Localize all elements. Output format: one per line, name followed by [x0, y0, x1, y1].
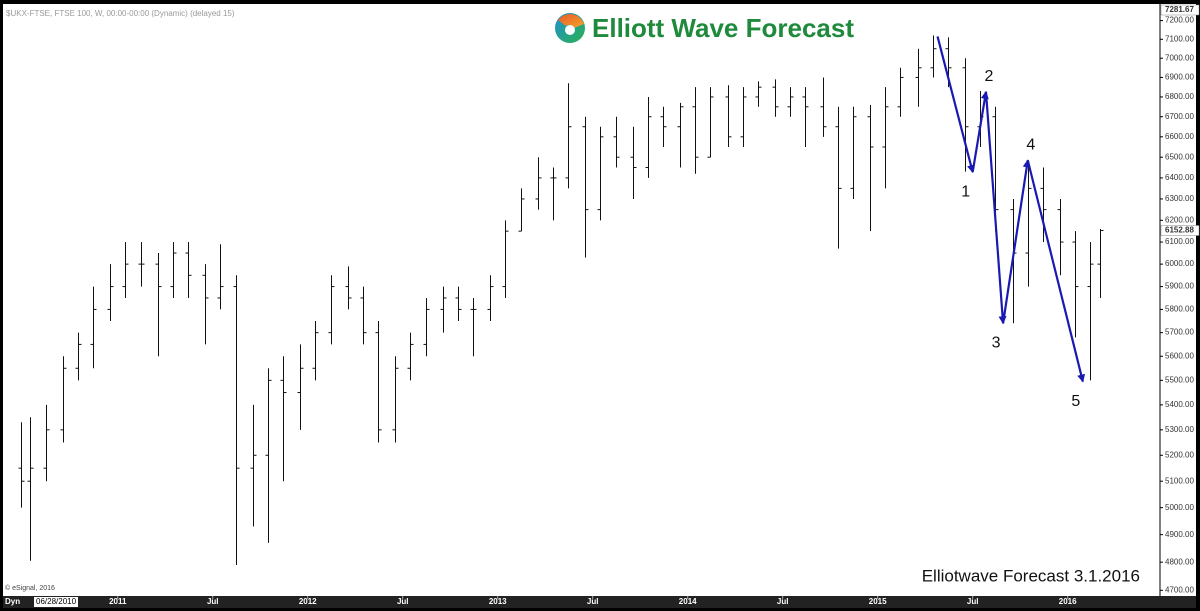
mode-label: Dyn	[5, 597, 20, 606]
y-tick-label: 6500.00	[1165, 152, 1194, 161]
y-tick-label: 5700.00	[1165, 328, 1194, 337]
y-tick-label: 6100.00	[1165, 237, 1194, 246]
copyright: © eSignal, 2016	[5, 584, 55, 592]
y-tick-label: 5500.00	[1165, 375, 1194, 384]
x-tick-label: Jul	[207, 597, 219, 606]
wave-leg	[1001, 159, 1031, 324]
chart-header: $UKX-FTSE, FTSE 100, W, 00:00-00:00 (Dyn…	[6, 9, 235, 18]
footer-note: Elliotwave Forecast 3.1.2016	[922, 566, 1140, 585]
y-tick-label: 5300.00	[1165, 425, 1194, 434]
wave-leg	[936, 36, 975, 174]
x-axis-strip	[3, 596, 1196, 608]
start-box	[34, 597, 78, 607]
wave-label: 1	[961, 183, 970, 200]
y-tick-label: 4900.00	[1165, 530, 1194, 539]
y-tick-label: 6200.00	[1165, 215, 1194, 224]
wave-leg	[984, 91, 1007, 325]
y-tick-label: 5400.00	[1165, 400, 1194, 409]
x-tick-label: 2015	[869, 597, 887, 606]
x-tick-label: Jul	[967, 597, 979, 606]
y-tick-label: 5600.00	[1165, 351, 1194, 360]
y-tick-label: 5800.00	[1165, 305, 1194, 314]
y-tick-label: 6000.00	[1165, 259, 1194, 268]
last-price-label-box	[1160, 225, 1200, 236]
x-tick-label: Jul	[397, 597, 409, 606]
logo	[555, 13, 585, 43]
y-tick-label: 5200.00	[1165, 450, 1194, 459]
start-label: 06/28/2010	[36, 597, 77, 606]
last-price-label: 6152.88	[1165, 226, 1194, 235]
y-tick-label: 6400.00	[1165, 173, 1194, 182]
wave-leg	[1026, 160, 1086, 383]
y-tick-label: 5900.00	[1165, 282, 1194, 291]
y-tick-label: 7000.00	[1165, 53, 1194, 62]
y-tick-label: 7200.00	[1165, 16, 1194, 25]
high-price-label: 7281.67	[1165, 5, 1194, 14]
y-tick-label: 4700.00	[1165, 585, 1194, 594]
x-tick-label: Jul	[777, 597, 789, 606]
y-tick-label: 6900.00	[1165, 73, 1194, 82]
x-tick-label: 2011	[109, 597, 127, 606]
y-tick-label: 6700.00	[1165, 112, 1194, 121]
logo-icon	[565, 25, 575, 35]
brand: Elliott Wave Forecast	[592, 13, 854, 43]
x-tick-label: 2012	[299, 597, 317, 606]
y-tick-label: 6800.00	[1165, 92, 1194, 101]
x-tick-label: 2014	[679, 597, 697, 606]
y-tick-label: 7100.00	[1165, 34, 1194, 43]
y-tick-label: 5000.00	[1165, 503, 1194, 512]
x-tick-label: 2013	[489, 597, 507, 606]
y-tick-label: 5100.00	[1165, 476, 1194, 485]
plot-area	[3, 4, 1196, 596]
wave-label: 4	[1026, 137, 1035, 154]
y-tick-label: 6300.00	[1165, 194, 1194, 203]
y-tick-label: 6600.00	[1165, 132, 1194, 141]
wave-label: 3	[992, 335, 1001, 352]
y-tick-label: 4800.00	[1165, 557, 1194, 566]
x-tick-label: 2016	[1059, 597, 1077, 606]
wave-label: 5	[1071, 393, 1080, 410]
logo-icon	[558, 14, 584, 28]
wave-label: 2	[985, 68, 994, 85]
x-tick-label: Jul	[587, 597, 599, 606]
high-price-label-box	[1160, 4, 1200, 16]
wave-leg	[971, 90, 989, 173]
